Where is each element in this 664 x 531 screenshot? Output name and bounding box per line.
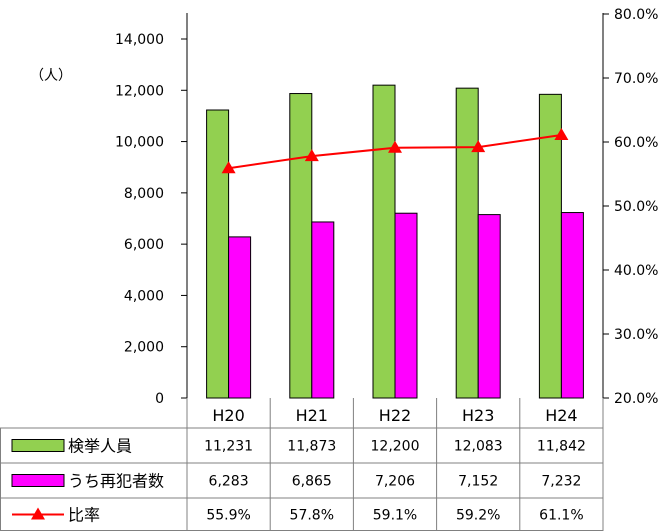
axes: 0 2,000 4,000 6,000 8,000 10,000 12,000 14,000 （… (30, 7, 658, 407)
bar-repeat-offenders (311, 221, 335, 399)
y-tick-label-right: 60.0% (614, 135, 658, 151)
y-tick-label-right: 70.0% (614, 71, 658, 87)
ratio-point (471, 140, 486, 153)
table-cell: 59.1% (373, 508, 417, 524)
table-cell: 61.1% (539, 508, 583, 524)
bar-repeat-offenders (477, 214, 501, 399)
y-tick-label-left: 8,000 (124, 186, 164, 202)
bar-arrests (455, 87, 479, 399)
table-cell: 57.8% (290, 508, 334, 524)
table-cell: 12,200 (371, 439, 420, 455)
bar-repeat-offenders (560, 212, 584, 399)
legend-marker (31, 507, 45, 520)
y-tick-label-right: 50.0% (614, 199, 658, 215)
y-tick-label-left: 14,000 (115, 32, 164, 48)
legend-swatch (11, 439, 65, 452)
table-cell: 6,865 (292, 474, 332, 490)
ratio-line (221, 127, 569, 174)
legend-label: うち再犯者数 (68, 472, 164, 491)
y-tick-label-right: 80.0% (614, 7, 658, 23)
y-tick-label-right: 30.0% (614, 327, 658, 343)
category-label: H21 (296, 406, 328, 425)
y-tick-label-left: 2,000 (124, 340, 164, 356)
y-tick-label-left: 0 (155, 391, 164, 407)
legend-label: 比率 (68, 506, 100, 525)
category-label: H24 (545, 406, 577, 425)
table-cell: 7,206 (375, 474, 415, 490)
bar-repeat-offenders (394, 212, 418, 399)
y-tick-label-right: 20.0% (614, 391, 658, 407)
ratio-point (554, 127, 569, 140)
ratio-point (304, 149, 319, 162)
y-tick-label-left: 12,000 (115, 83, 164, 99)
ratio-point (388, 140, 402, 153)
table-cell: 55.9% (206, 508, 250, 524)
category-label: H20 (212, 406, 244, 425)
data-table: H20 H21 H22 H23 H24 検挙人員 11,231 11,873 12,200 12,… (0, 398, 604, 531)
category-label: H22 (379, 406, 411, 425)
table-cell: 12,083 (454, 439, 503, 455)
bar-arrests (206, 109, 230, 399)
table-cell: 11,231 (204, 439, 253, 455)
legend-swatch (11, 474, 65, 487)
bar-arrests (372, 84, 396, 399)
legend-label: 検挙人員 (68, 437, 132, 456)
bar-arrests (289, 93, 313, 399)
table-cell: 11,873 (287, 439, 336, 455)
y-tick-label-left: 4,000 (124, 288, 164, 304)
y-tick-label-right: 40.0% (614, 263, 658, 279)
y-tick-label-left: 10,000 (115, 135, 164, 151)
table-cell: 59.2% (456, 508, 500, 524)
y-tick-label-left: 6,000 (124, 237, 164, 253)
table-cell: 11,842 (537, 439, 586, 455)
bars (206, 84, 584, 399)
table-cell: 7,152 (458, 474, 498, 490)
bar-repeat-offenders (228, 236, 252, 399)
y-unit-label: （人） (30, 68, 72, 84)
table-cell: 6,283 (209, 474, 249, 490)
table-cell: 7,232 (541, 474, 581, 490)
ratio-point (221, 161, 236, 174)
category-label: H23 (462, 406, 494, 425)
